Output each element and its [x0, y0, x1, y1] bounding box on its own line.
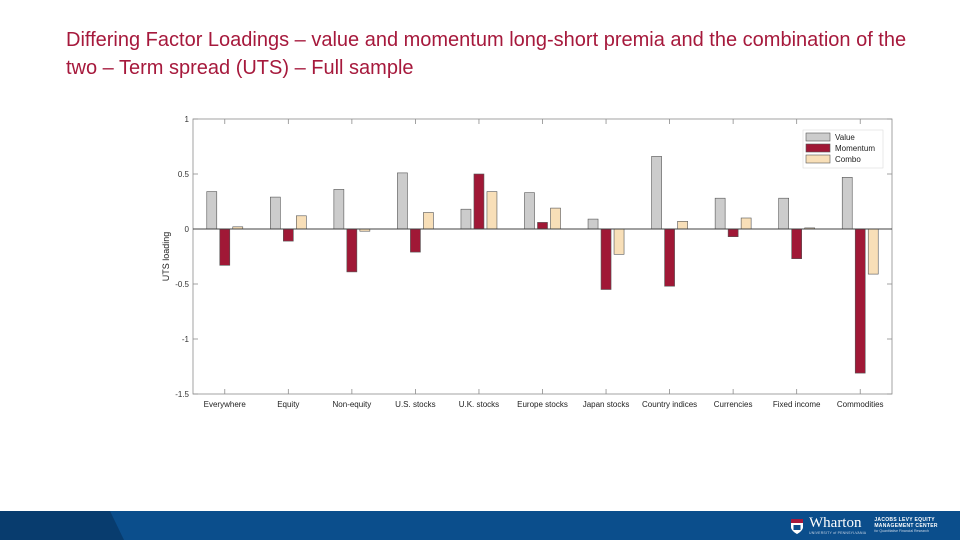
bar-combo — [613, 228, 625, 255]
x-category-label: Japan stocks — [583, 400, 630, 409]
x-category-label: Equity — [277, 400, 299, 409]
bar-value — [587, 218, 599, 230]
x-category-label: Non-equity — [333, 400, 372, 409]
legend-swatch — [805, 132, 831, 142]
bar-momentum — [791, 228, 802, 260]
footer-accent — [0, 511, 124, 540]
bar-value — [714, 197, 726, 230]
footer-brand: Wharton UNIVERSITY of PENNSYLVANIA JACOB… — [790, 514, 952, 538]
plot-area-border — [192, 118, 893, 395]
bar-combo — [486, 191, 498, 230]
bar-momentum — [219, 228, 231, 266]
x-category-label: Currencies — [714, 400, 753, 409]
bar-combo — [677, 221, 688, 230]
bar-momentum — [727, 228, 739, 237]
x-category-label: Europe stocks — [517, 400, 568, 409]
center-name: JACOBS LEVY EQUITY MANAGEMENT CENTER — [874, 517, 938, 529]
bar-momentum — [410, 228, 421, 253]
bar-value — [651, 156, 662, 230]
legend-label: Value — [835, 133, 855, 142]
bar-momentum — [473, 173, 485, 230]
x-category-label: U.S. stocks — [395, 400, 435, 409]
bar-chart: 1 0.5 0 -0.5 -1 -1.5 Everywhere Equity Non-equit… — [161, 115, 893, 409]
bar-value — [460, 208, 472, 230]
y-tick-label: 1 — [185, 115, 190, 124]
bar-value — [778, 197, 789, 230]
bar-momentum — [600, 228, 612, 290]
bar-momentum — [346, 228, 358, 273]
y-tick-label: 0 — [185, 225, 190, 234]
wharton-shield-icon — [791, 518, 803, 534]
bar-value — [333, 189, 345, 230]
bar-momentum — [283, 228, 294, 242]
bar-value — [206, 191, 218, 230]
legend-label: Combo — [835, 155, 861, 164]
y-axis-label: UTS loading — [161, 232, 171, 282]
x-category-label: Everywhere — [204, 400, 247, 409]
wharton-logo-subtext: UNIVERSITY of PENNSYLVANIA — [809, 531, 867, 535]
bar-momentum — [537, 222, 548, 230]
bar-combo — [423, 212, 434, 230]
bar-momentum — [854, 228, 866, 374]
y-tick-label: -1.5 — [175, 390, 189, 399]
legend-label: Momentum — [835, 144, 875, 153]
bar-combo — [867, 228, 879, 275]
x-category-label: U.K. stocks — [459, 400, 499, 409]
bar-combo — [550, 207, 561, 230]
x-category-label: Commodities — [837, 400, 884, 409]
wharton-logo-text: Wharton — [809, 515, 862, 531]
bar-value — [270, 196, 281, 230]
y-tick-label: -1 — [182, 335, 190, 344]
bar-combo — [740, 217, 752, 230]
y-tick-label: -0.5 — [175, 280, 189, 289]
wharton-logo: Wharton UNIVERSITY of PENNSYLVANIA — [809, 516, 866, 536]
bar-value — [841, 177, 853, 230]
center-logo: JACOBS LEVY EQUITY MANAGEMENT CENTER for… — [874, 517, 952, 534]
bar-combo — [296, 215, 307, 230]
x-category-label: Country indices — [642, 400, 697, 409]
x-category-label: Fixed income — [773, 400, 821, 409]
legend-swatch — [805, 154, 831, 164]
bar-momentum — [664, 228, 675, 287]
footer-band: Wharton UNIVERSITY of PENNSYLVANIA JACOB… — [0, 511, 960, 540]
legend-swatch — [805, 143, 831, 153]
center-subtext: for Quantitative Financial Research — [874, 529, 929, 533]
slide-title: Differing Factor Loadings – value and mo… — [66, 29, 907, 79]
bar-value — [524, 192, 535, 230]
bar-value — [397, 172, 408, 230]
y-tick-label: 0.5 — [178, 170, 190, 179]
